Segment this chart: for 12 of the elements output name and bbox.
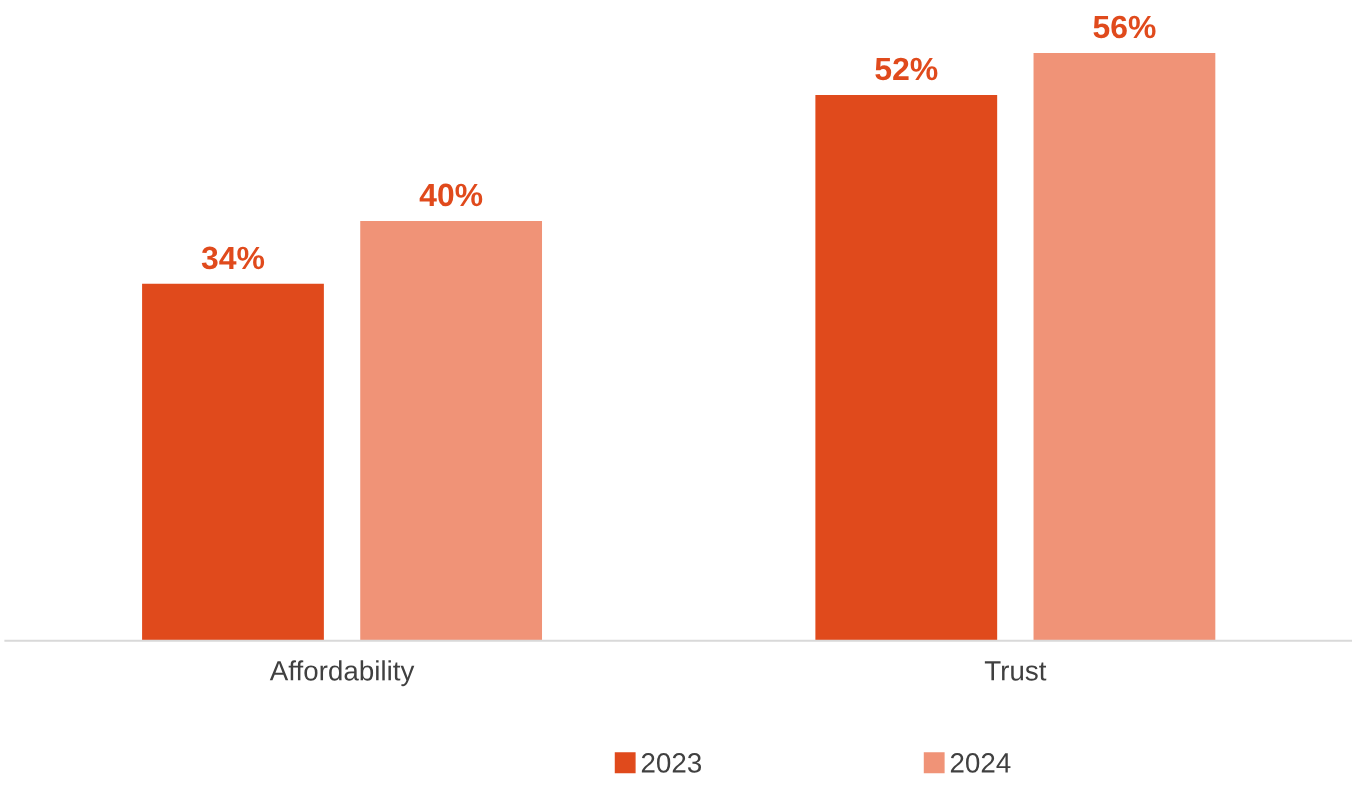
data-label: 34%	[201, 246, 265, 270]
data-label: 40%	[419, 183, 483, 207]
data-label: 56%	[1093, 15, 1156, 39]
legend-label: 2023	[641, 753, 702, 773]
bar	[142, 283, 324, 641]
bar	[815, 94, 998, 641]
x-tick-label: Affordability	[269, 660, 415, 687]
bar	[1033, 52, 1216, 641]
x-tick-label: Trust	[984, 661, 1047, 681]
bar	[360, 220, 543, 641]
legend-label: 2024	[950, 753, 1011, 773]
data-label: 52%	[875, 57, 938, 81]
